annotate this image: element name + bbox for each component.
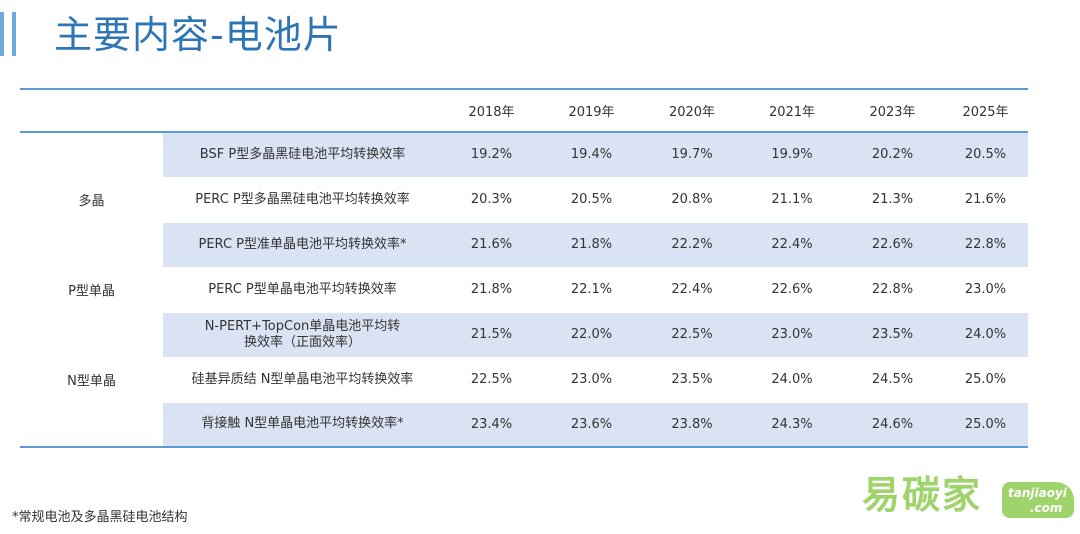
title-accent-bar [0, 12, 4, 56]
table-row: N型单晶 N-PERT+TopCon单晶电池平均转换效率（正面效率） 21.5%… [20, 312, 1028, 447]
site-logo: 易碳家 tanjiaoyi .com [862, 470, 1074, 526]
value-cell: 22.6% [771, 282, 813, 297]
row-description: PERC P型多晶黑硅电池平均转换效率 [195, 191, 410, 207]
value-cell: 19.9% [742, 132, 842, 177]
value-cell: 23.6% [541, 402, 642, 447]
value-cell: 21.5% [442, 312, 541, 357]
value-cell: 22.8% [871, 282, 914, 297]
efficiency-table: 2018年 2019年 2020年 2021年 2023年 2025年 多晶 B… [20, 88, 1028, 448]
value-cell: 23.0% [570, 372, 613, 387]
value-cell: 23.5% [842, 312, 943, 357]
value-cell: 24.0% [943, 312, 1028, 357]
logo-english-line1: tanjiaoyi [1008, 486, 1067, 500]
page-title: 主要内容-电池片 [54, 13, 342, 57]
row-description: PERC P型准单晶电池平均转换效率* [163, 222, 442, 267]
value-cell: 19.7% [642, 132, 742, 177]
row-description: BSF P型多晶黑硅电池平均转换效率 [163, 132, 442, 177]
value-cell: 20.5% [570, 192, 613, 207]
value-cell: 22.4% [742, 222, 842, 267]
value-cell: 19.4% [541, 132, 642, 177]
value-cell: 23.4% [442, 402, 541, 447]
value-cell: 23.8% [642, 402, 742, 447]
logo-chinese-text: 易碳家 [862, 473, 983, 517]
value-cell: 22.1% [570, 282, 613, 297]
category-cell: P型单晶 [20, 267, 163, 312]
value-cell: 22.8% [943, 222, 1028, 267]
value-cell: 25.0% [964, 372, 1007, 387]
header-year-2023: 2023年 [869, 105, 916, 120]
logo-english-line2: .com [1030, 501, 1063, 515]
table-row: 硅基异质结 N型单晶电池平均转换效率 22.5% 23.0% 23.5% 24.… [20, 357, 1028, 402]
value-cell: 20.5% [943, 132, 1028, 177]
header-year-2021: 2021年 [768, 105, 816, 120]
value-cell: 22.0% [541, 312, 642, 357]
value-cell: 24.5% [871, 372, 914, 387]
value-cell: 22.5% [642, 312, 742, 357]
row-description: N-PERT+TopCon单晶电池平均转换效率（正面效率） [163, 312, 442, 357]
table-row: P型单晶 PERC P型单晶电池平均转换效率 21.8% 22.1% 22.4%… [20, 267, 1028, 312]
value-cell: 22.2% [642, 222, 742, 267]
value-cell: 22.4% [671, 282, 713, 297]
value-cell: 24.3% [742, 402, 842, 447]
value-cell: 20.8% [671, 192, 713, 207]
header-year-2018: 2018年 [468, 105, 515, 120]
value-cell: 23.0% [742, 312, 842, 357]
header-year-2020: 2020年 [668, 105, 716, 120]
value-cell: 21.6% [442, 222, 541, 267]
value-cell: 19.2% [442, 132, 541, 177]
row-description: PERC P型单晶电池平均转换效率 [208, 281, 397, 297]
value-cell: 21.8% [541, 222, 642, 267]
value-cell: 23.5% [671, 372, 713, 387]
value-cell: 21.8% [470, 282, 513, 297]
table-row: PERC P型多晶黑硅电池平均转换效率 20.3% 20.5% 20.8% 21… [20, 177, 1028, 222]
value-cell: 23.0% [964, 282, 1007, 297]
table-header-row: 2018年 2019年 2020年 2021年 2023年 2025年 [20, 89, 1028, 132]
header-cell [163, 89, 442, 132]
title-accent-bar-2 [12, 12, 16, 56]
table-row: 多晶 BSF P型多晶黑硅电池平均转换效率 19.2% 19.4% 19.7% … [20, 132, 1028, 267]
row-description: 背接触 N型单晶电池平均转换效率* [163, 402, 442, 447]
header-year-2019: 2019年 [568, 105, 615, 120]
row-description: 硅基异质结 N型单晶电池平均转换效率 [191, 371, 414, 387]
value-cell: 22.5% [470, 372, 513, 387]
value-cell: 21.1% [771, 192, 813, 207]
value-cell: 21.6% [964, 192, 1007, 207]
header-year-2025: 2025年 [962, 105, 1009, 120]
value-cell: 21.3% [871, 192, 914, 207]
value-cell: 20.3% [470, 192, 513, 207]
value-cell: 25.0% [943, 402, 1028, 447]
table-row: PERC P型准单晶电池平均转换效率* 21.6% 21.8% 22.2% 22… [20, 222, 1028, 267]
header-cell [20, 89, 163, 132]
table-row: 背接触 N型单晶电池平均转换效率* 23.4% 23.6% 23.8% 24.3… [20, 402, 1028, 447]
value-cell: 24.6% [842, 402, 943, 447]
footnote: *常规电池及多晶黑硅电池结构 [12, 510, 188, 525]
value-cell: 24.0% [771, 372, 813, 387]
value-cell: 22.6% [842, 222, 943, 267]
value-cell: 20.2% [842, 132, 943, 177]
category-cell: 多晶 [20, 132, 163, 267]
logo-badge: tanjiaoyi .com [1002, 482, 1074, 518]
category-cell: N型单晶 [20, 312, 163, 447]
